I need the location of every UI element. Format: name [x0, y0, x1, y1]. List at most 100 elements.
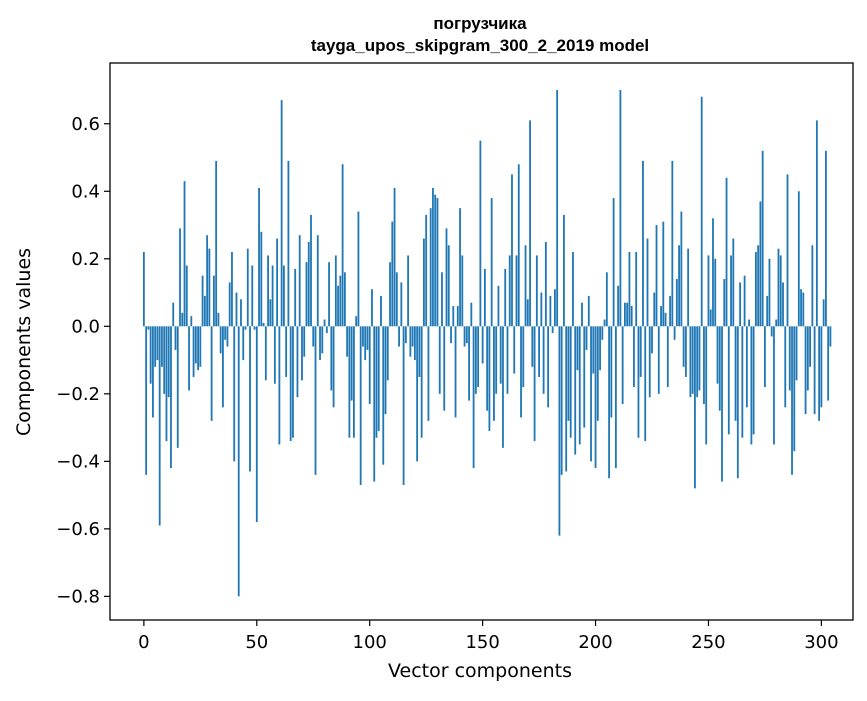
bar-48: [251, 265, 254, 327]
bar-255: [718, 326, 721, 411]
bar-134: [445, 228, 448, 327]
bar-21: [190, 316, 193, 327]
bar-42: [237, 326, 240, 597]
bar-184: [558, 326, 561, 536]
bar-179: [547, 326, 550, 408]
bar-157: [497, 285, 500, 327]
bar-151: [483, 268, 486, 327]
bar-197: [587, 295, 590, 327]
bar-228: [657, 326, 660, 394]
bar-267: [745, 326, 748, 408]
bar-196: [585, 326, 588, 350]
x-tick-label: 0: [138, 632, 149, 653]
bar-27: [203, 295, 206, 327]
bar-90: [346, 326, 349, 357]
bar-35: [222, 326, 224, 408]
bar-56: [269, 299, 272, 327]
bar-185: [560, 326, 563, 475]
bar-65: [289, 326, 292, 442]
bar-110: [391, 221, 394, 327]
bar-12: [170, 326, 172, 469]
bar-297: [813, 326, 816, 415]
bar-206: [608, 326, 610, 479]
bar-84: [332, 326, 335, 408]
bar-239: [682, 326, 685, 367]
bar-97: [362, 326, 364, 347]
bar-147: [474, 326, 477, 394]
bar-220: [639, 326, 642, 377]
bar-252: [712, 218, 714, 327]
bar-72: [305, 262, 308, 327]
bar-96: [359, 326, 362, 485]
bar-226: [653, 292, 656, 327]
bar-95: [357, 211, 360, 327]
bar-155: [493, 326, 495, 421]
bar-22: [192, 326, 195, 377]
y-tick-label: 0.4: [71, 181, 100, 202]
bar-254: [716, 326, 719, 384]
chart-title: погрузчика: [433, 14, 527, 33]
bar-170: [526, 299, 529, 327]
bar-176: [540, 292, 543, 327]
bar-1: [145, 326, 148, 475]
bar-5: [154, 326, 157, 367]
bar-174: [535, 255, 538, 327]
bar-109: [389, 262, 391, 327]
bar-293: [804, 326, 807, 415]
bar-106: [382, 326, 385, 465]
bar-63: [285, 326, 288, 377]
bar-115: [402, 326, 405, 485]
bar-227: [655, 225, 658, 327]
bar-283: [782, 282, 784, 327]
y-tick-label: 0.2: [71, 249, 100, 270]
plot-area-frame: [109, 62, 854, 621]
bar-249: [705, 326, 708, 445]
bar-150: [481, 326, 484, 364]
bar-162: [508, 255, 511, 327]
bar-182: [553, 289, 556, 327]
bar-13: [172, 302, 175, 327]
bar-33: [217, 312, 220, 327]
bar-53: [262, 322, 265, 327]
bar-183: [556, 90, 559, 327]
bar-163: [511, 174, 513, 327]
bar-263: [736, 326, 739, 479]
x-tick-label: 50: [245, 632, 268, 653]
bar-281: [777, 248, 780, 327]
bar-215: [628, 252, 631, 327]
bar-265: [741, 326, 744, 438]
bar-135: [447, 245, 450, 327]
bar-288: [793, 326, 796, 452]
bar-67: [294, 268, 297, 327]
bar-253: [714, 258, 717, 327]
bar-286: [788, 326, 791, 391]
bar-55: [267, 255, 269, 327]
bar-156: [495, 326, 498, 394]
bar-73: [307, 241, 310, 327]
bar-0: [142, 252, 145, 327]
bar-149: [479, 140, 482, 327]
y-axis-label: Components values: [13, 248, 35, 436]
bar-114: [400, 282, 403, 327]
bar-269: [750, 326, 753, 445]
bar-68: [296, 326, 299, 398]
bar-77: [316, 235, 319, 327]
bar-47: [249, 326, 251, 472]
bar-257: [723, 279, 726, 327]
bar-6: [156, 326, 159, 361]
bar-37: [226, 326, 229, 347]
bar-192: [576, 326, 579, 371]
bar-295: [809, 326, 811, 367]
bar-92: [350, 326, 353, 401]
bar-79: [321, 326, 324, 354]
bar-101: [371, 289, 373, 327]
bar-138: [454, 326, 457, 418]
bar-102: [373, 326, 376, 482]
x-axis: 0 50 100 150 200 250 300: [138, 620, 839, 653]
bar-80: [323, 319, 326, 327]
bar-301: [822, 299, 825, 327]
bar-78: [319, 326, 321, 361]
bar-167: [520, 326, 522, 418]
bar-258: [725, 177, 728, 327]
bar-195: [583, 326, 586, 428]
